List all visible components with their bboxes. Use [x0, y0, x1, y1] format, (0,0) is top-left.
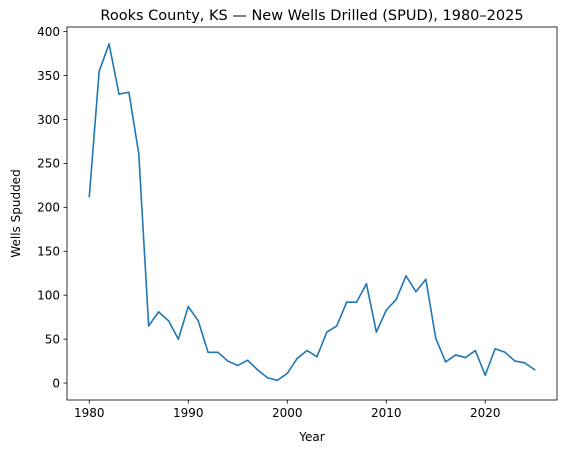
data-point — [227, 360, 229, 362]
data-point — [147, 325, 150, 327]
x-tick-label: 2010 — [371, 406, 402, 420]
data-point — [335, 325, 338, 327]
data-point — [494, 347, 496, 350]
y-tick-label: 350 — [37, 69, 60, 83]
data-point — [177, 338, 180, 340]
data-point — [504, 351, 506, 354]
data-point — [266, 376, 269, 379]
x-axis-label: Year — [298, 430, 324, 444]
x-tick-label: 2020 — [470, 406, 501, 420]
data-point — [157, 311, 160, 313]
data-point — [444, 361, 447, 363]
data-point — [207, 351, 209, 354]
data-point — [326, 331, 328, 333]
data-point — [187, 305, 190, 308]
x-tick-label: 1980 — [74, 406, 105, 420]
data-point — [128, 91, 130, 94]
y-tick-label: 250 — [37, 157, 60, 171]
series-line — [88, 43, 536, 382]
data-point — [454, 354, 457, 356]
ticks-group: 1980 1990 2000 2010 2020 0 50 100 150 200 250 300 35… — [37, 25, 500, 420]
data-point — [434, 337, 437, 340]
data-point — [375, 331, 378, 333]
data-point — [167, 319, 170, 322]
chart-title: Rooks County, KS — New Wells Drilled (SP… — [100, 8, 523, 24]
data-point — [296, 357, 298, 360]
data-point — [108, 43, 110, 45]
y-tick-label: 300 — [37, 113, 60, 127]
data-point — [276, 379, 279, 382]
data-point — [118, 93, 120, 95]
data-point — [464, 356, 467, 359]
y-tick-label: 0 — [52, 376, 60, 390]
data-point — [316, 355, 318, 358]
data-point — [306, 349, 308, 352]
data-point — [385, 309, 388, 311]
y-tick-label: 50 — [45, 332, 60, 346]
x-tick-label: 2000 — [272, 406, 303, 420]
data-point — [365, 282, 368, 285]
plot-frame — [66, 26, 558, 401]
y-axis-label: Wells Spudded — [9, 169, 23, 257]
data-point — [355, 301, 358, 304]
data-point — [236, 364, 239, 367]
y-tick-label: 150 — [37, 245, 60, 259]
data-point — [474, 349, 477, 352]
y-tick-label: 400 — [37, 25, 60, 39]
data-point — [484, 374, 487, 376]
x-tick-label: 1990 — [173, 406, 204, 420]
data-point — [88, 196, 91, 198]
y-tick-label: 200 — [37, 201, 60, 215]
data-point — [533, 369, 536, 371]
data-point — [286, 372, 289, 375]
data-point — [345, 301, 348, 304]
data-point — [405, 275, 407, 277]
data-point — [246, 359, 249, 362]
data-point — [98, 70, 100, 72]
y-tick-label: 100 — [37, 288, 60, 302]
series-group — [88, 43, 536, 382]
data-point — [514, 360, 516, 362]
data-point — [256, 369, 259, 371]
data-point — [395, 298, 397, 301]
data-point — [425, 278, 427, 281]
data-point — [137, 152, 140, 155]
data-point — [217, 351, 219, 354]
data-point — [415, 290, 417, 293]
data-point — [197, 319, 199, 322]
data-point — [524, 362, 526, 364]
